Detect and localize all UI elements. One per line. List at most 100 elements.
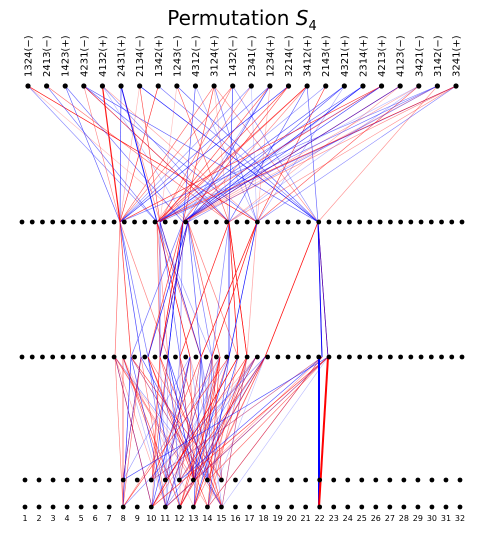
edge-mid1-to-mid2 bbox=[179, 221, 230, 358]
edge-top-to-mid1 bbox=[156, 85, 289, 223]
node-mid1 bbox=[101, 219, 107, 225]
permutation-label: 4132(+) bbox=[98, 35, 109, 77]
node-low bbox=[92, 477, 98, 483]
node-mid2 bbox=[428, 354, 434, 360]
edge-top-to-mid1 bbox=[182, 85, 364, 223]
permutation-label: 3124(+) bbox=[210, 35, 221, 77]
permutation-label: 2431(+) bbox=[117, 35, 128, 77]
edge-top-to-mid1 bbox=[119, 85, 233, 223]
node-index-label: 3 bbox=[51, 514, 56, 523]
node-index-label: 19 bbox=[272, 514, 282, 523]
node-mid1 bbox=[234, 219, 240, 225]
node-low bbox=[148, 477, 154, 483]
edge-mid2-to-bottom bbox=[167, 356, 181, 481]
node-mid1 bbox=[398, 219, 404, 225]
edge-top-to-mid1 bbox=[83, 85, 258, 223]
node-top bbox=[248, 83, 254, 89]
edge-top-to-mid1 bbox=[158, 85, 319, 223]
node-low bbox=[429, 477, 435, 483]
node-bot bbox=[247, 504, 252, 510]
node-index-label: 9 bbox=[135, 514, 140, 523]
node-mid1 bbox=[162, 219, 168, 225]
node-low bbox=[261, 477, 266, 483]
edge-top-to-mid1 bbox=[256, 85, 419, 223]
permutation-label: 1342(+) bbox=[154, 35, 165, 77]
node-mid2 bbox=[347, 354, 352, 360]
edge-mid2-to-bottom bbox=[193, 356, 221, 481]
edge-mid2-to-bottom bbox=[122, 356, 181, 508]
node-low bbox=[345, 477, 351, 483]
edge-mid2-to-bottom bbox=[167, 356, 195, 481]
node-mid1 bbox=[203, 219, 209, 225]
node-low bbox=[331, 477, 337, 483]
node-top bbox=[62, 83, 68, 89]
edge-top-to-mid1 bbox=[182, 85, 401, 223]
diagram-title: Permutation S4 bbox=[0, 6, 484, 34]
labels-layer: 1324(−) 2413(−) 1423(+) 4231(−) 4132(+) 2431(… bbox=[22, 35, 465, 523]
node-index-label: 22 bbox=[315, 514, 325, 523]
edge-top-to-mid1 bbox=[182, 85, 457, 223]
node-top bbox=[81, 83, 87, 89]
node-mid2 bbox=[234, 354, 240, 360]
edge-mid1-to-mid2 bbox=[130, 221, 184, 358]
edge-mid2-to-bottom bbox=[151, 356, 161, 508]
node-top bbox=[211, 83, 217, 89]
edge-mid1-to-mid2 bbox=[119, 221, 142, 358]
edge-mid2-to-bottom bbox=[165, 356, 191, 481]
title-subscript: 4 bbox=[308, 19, 317, 34]
permutation-label: 3214(−) bbox=[284, 35, 295, 77]
edge-mid2-to-bottom bbox=[207, 356, 266, 508]
node-bot bbox=[275, 504, 280, 510]
node-mid2 bbox=[306, 354, 311, 360]
edge-mid2-to-bottom bbox=[151, 356, 169, 481]
edge-mid2-to-bottom bbox=[193, 356, 266, 508]
node-mid2 bbox=[295, 354, 301, 360]
node-low bbox=[443, 477, 449, 483]
node-mid2 bbox=[408, 354, 414, 360]
edge-mid1-to-mid2 bbox=[167, 221, 184, 358]
node-index-label: 13 bbox=[188, 514, 198, 523]
node-mid2 bbox=[285, 354, 291, 360]
edge-top-to-mid1 bbox=[187, 85, 438, 223]
edge-top-to-mid1 bbox=[159, 85, 382, 223]
title-prefix: Permutation bbox=[167, 6, 296, 30]
node-mid2 bbox=[459, 354, 465, 360]
edge-mid2-to-bottom bbox=[147, 356, 223, 481]
edge-mid1-to-mid2 bbox=[179, 221, 184, 358]
permutation-label: 3421(−) bbox=[414, 35, 425, 77]
node-low bbox=[106, 477, 112, 483]
node-index-label: 12 bbox=[174, 514, 184, 523]
node-index-label: 23 bbox=[329, 514, 339, 523]
node-low bbox=[373, 477, 379, 483]
node-mid2 bbox=[326, 354, 332, 360]
node-top bbox=[174, 83, 180, 89]
edge-mid2-to-bottom bbox=[207, 356, 221, 508]
edge-mid1-to-mid2 bbox=[211, 221, 258, 358]
node-index-label: 10 bbox=[146, 514, 156, 523]
node-low bbox=[289, 477, 295, 483]
node-mid2 bbox=[132, 354, 137, 360]
node-low bbox=[78, 477, 84, 483]
edge-mid1-to-mid2 bbox=[156, 221, 169, 358]
node-mid2 bbox=[377, 354, 383, 360]
edge-top-to-mid1 bbox=[46, 85, 230, 223]
node-index-label: 4 bbox=[65, 514, 70, 523]
edge-top-to-mid1 bbox=[159, 85, 271, 223]
node-index-label: 30 bbox=[427, 514, 437, 523]
edge-top-to-mid1 bbox=[159, 85, 233, 223]
edge-mid1-to-mid2 bbox=[159, 221, 202, 358]
edge-mid1-to-mid2 bbox=[317, 221, 329, 358]
permutation-label: 2413(−) bbox=[42, 35, 53, 77]
node-low bbox=[50, 477, 56, 483]
edge-mid1-to-mid2 bbox=[147, 221, 189, 358]
node-mid2 bbox=[254, 354, 260, 360]
node-low bbox=[64, 477, 70, 483]
node-index-label: 16 bbox=[230, 514, 240, 523]
edge-top-to-mid1 bbox=[228, 85, 419, 223]
edge-mid2-to-bottom bbox=[151, 356, 323, 481]
edge-mid2-to-bottom bbox=[122, 356, 221, 508]
edge-top-to-mid1 bbox=[102, 85, 258, 223]
node-top bbox=[453, 83, 459, 89]
edge-top-to-mid1 bbox=[213, 85, 230, 223]
